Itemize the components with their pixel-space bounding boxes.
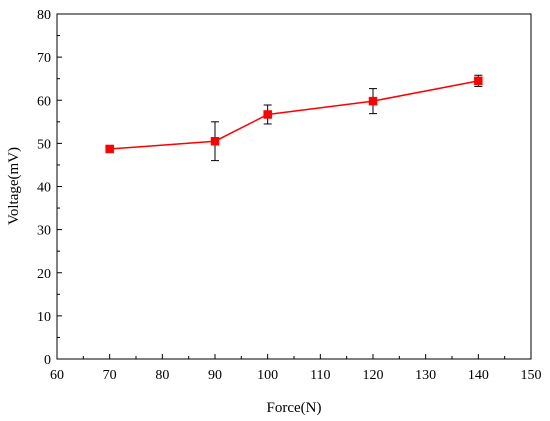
- y-axis-title: Voltage(mV): [6, 147, 22, 225]
- y-tick-label: 20: [37, 267, 51, 282]
- data-point: [105, 144, 114, 154]
- x-tick-label: 130: [415, 368, 436, 383]
- plot-area: [56, 13, 532, 360]
- x-tick-label: 140: [468, 368, 489, 383]
- x-tick-label: 150: [521, 368, 542, 383]
- x-tick-label: 120: [363, 368, 384, 383]
- x-axis-title: Force(N): [267, 400, 322, 416]
- y-tick-label: 70: [37, 51, 51, 66]
- y-tick-label: 30: [37, 224, 51, 239]
- x-tick-label: 70: [103, 368, 117, 383]
- data-series: [105, 74, 483, 162]
- data-point: [368, 96, 378, 106]
- y-tick-label: 60: [37, 94, 51, 109]
- x-tick-label: 90: [208, 368, 222, 383]
- y-tick-label: 10: [37, 310, 51, 325]
- data-point: [263, 110, 272, 119]
- x-tick-label: 100: [257, 368, 278, 383]
- y-tick-label: 80: [37, 8, 51, 23]
- x-tick-label: 80: [155, 368, 169, 383]
- data-point: [210, 136, 220, 146]
- y-tick-label: 50: [37, 137, 51, 152]
- x-tick-label: 60: [50, 368, 64, 383]
- y-tick-label: 40: [37, 181, 51, 196]
- x-tick-label: 110: [310, 368, 330, 383]
- y-tick-label: 0: [44, 353, 51, 368]
- data-point: [474, 76, 483, 86]
- axis-ticks: 60 70 80 90 100 110 120 130 140 150 0 10 20 30 40 50 60 7…: [37, 8, 542, 383]
